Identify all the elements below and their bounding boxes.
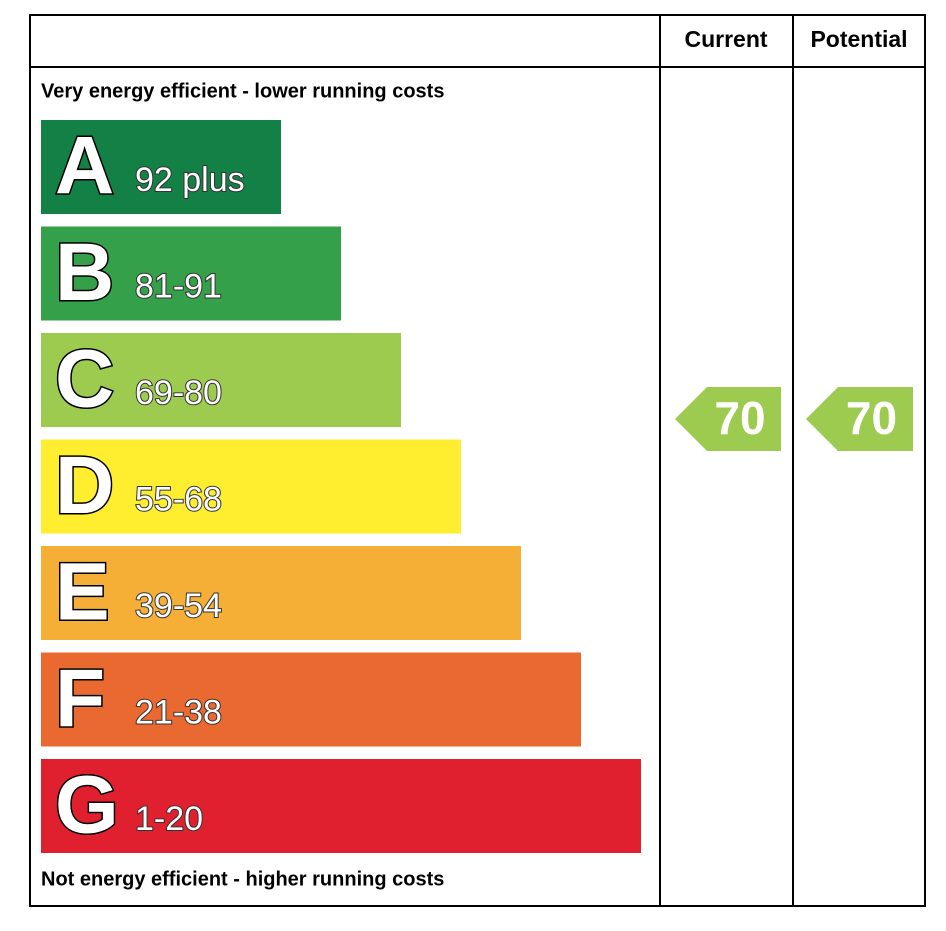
potential-arrow xyxy=(806,387,913,451)
band-letter: G xyxy=(55,760,119,851)
current-header: Current xyxy=(684,26,767,52)
frame xyxy=(29,14,926,907)
band-bar xyxy=(41,546,521,640)
band-bar xyxy=(41,759,641,853)
band-bar xyxy=(41,226,341,321)
bottom-note: Not energy efficient - higher running co… xyxy=(41,868,444,890)
top-note: Very energy efficient - lower running co… xyxy=(41,80,444,102)
band-range: 39-54 xyxy=(135,587,222,625)
band-bar xyxy=(41,120,281,214)
potential-rating: 70 xyxy=(846,392,897,444)
band-range: 81-91 xyxy=(135,267,222,305)
potential-header: Potential xyxy=(810,26,907,52)
band-letter: C xyxy=(55,334,114,425)
band-bar xyxy=(41,439,461,534)
band-range: 21-38 xyxy=(135,693,222,731)
band-range: 55-68 xyxy=(135,480,222,518)
band-letter: B xyxy=(55,227,114,318)
band-letter: F xyxy=(55,653,105,744)
band-letter: E xyxy=(55,547,110,638)
band-range: 69-80 xyxy=(135,374,222,412)
band-bar xyxy=(41,333,401,427)
current-rating: 70 xyxy=(714,392,765,444)
band-range: 1-20 xyxy=(135,800,203,838)
current-arrow xyxy=(675,387,781,451)
band-letter: D xyxy=(55,440,114,531)
band-letter: A xyxy=(55,121,114,212)
band-bar xyxy=(41,652,581,747)
band-range: 92 plus xyxy=(135,161,245,199)
